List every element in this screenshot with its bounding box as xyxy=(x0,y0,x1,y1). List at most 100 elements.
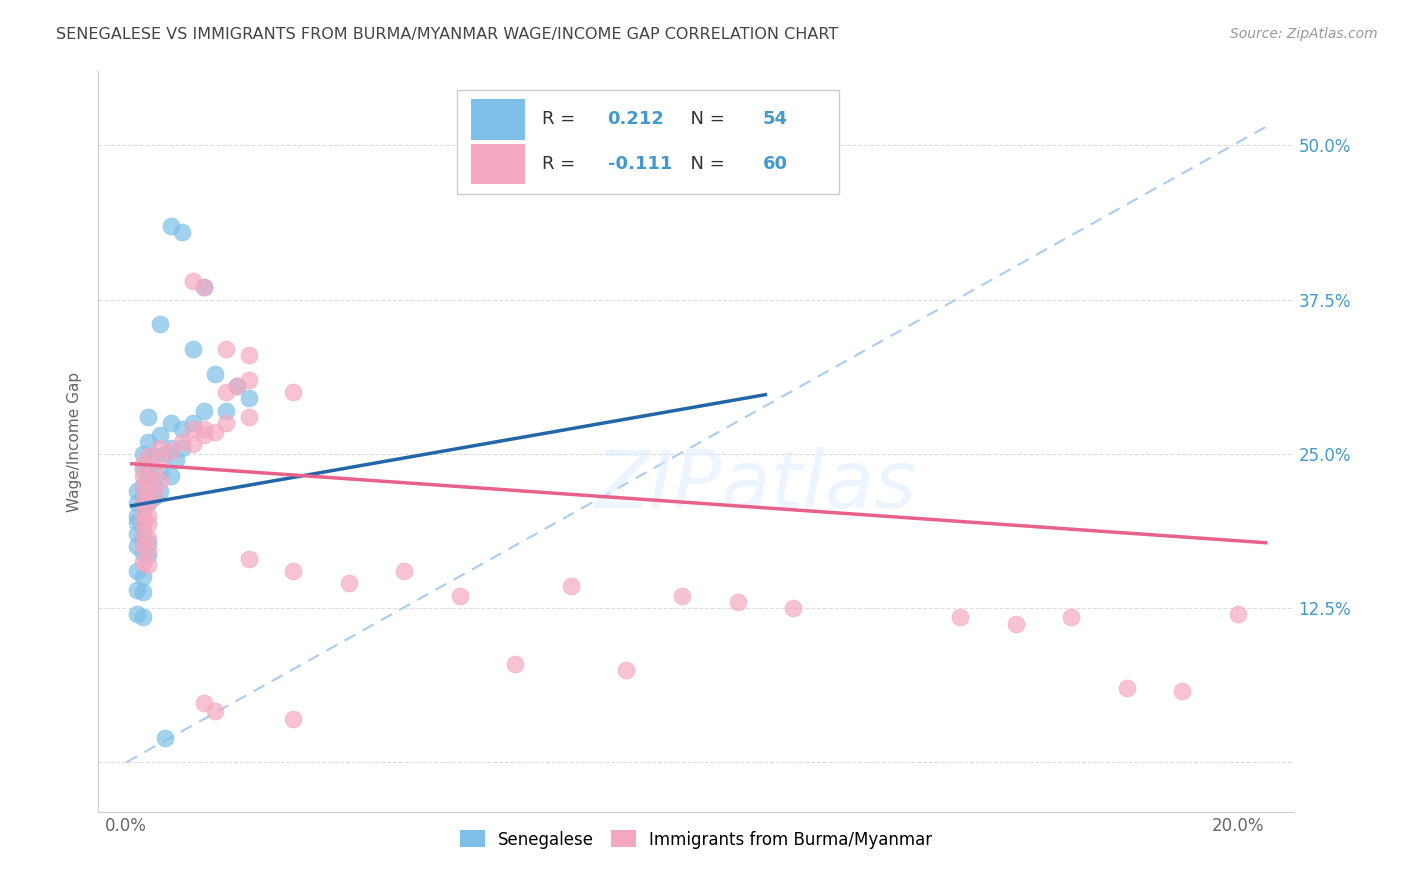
Point xyxy=(226,379,249,393)
Text: R =: R = xyxy=(541,155,581,173)
Point xyxy=(132,518,155,533)
Point xyxy=(181,422,204,436)
Point xyxy=(138,535,160,549)
Text: R =: R = xyxy=(541,111,581,128)
Point xyxy=(1060,609,1083,624)
Point xyxy=(127,527,149,541)
Point xyxy=(337,576,360,591)
Point xyxy=(127,508,149,523)
Point xyxy=(193,428,215,442)
Point xyxy=(505,657,527,671)
Point xyxy=(132,490,155,504)
Text: 54: 54 xyxy=(763,111,787,128)
Point xyxy=(132,515,155,529)
Point xyxy=(238,551,260,566)
Point xyxy=(165,453,187,467)
Point xyxy=(215,342,238,356)
Point xyxy=(281,385,304,400)
Text: N =: N = xyxy=(679,111,731,128)
Point xyxy=(127,496,149,510)
Point xyxy=(138,409,160,424)
Point xyxy=(782,601,804,615)
Text: N =: N = xyxy=(679,155,731,173)
Point xyxy=(449,589,471,603)
Point xyxy=(143,461,166,475)
Point xyxy=(238,348,260,362)
Point xyxy=(159,441,181,455)
Point xyxy=(132,506,155,520)
Point xyxy=(226,379,249,393)
Point xyxy=(132,508,155,523)
Text: ZIPatlas: ZIPatlas xyxy=(595,447,917,525)
Point xyxy=(215,416,238,430)
Point xyxy=(138,548,160,562)
Point xyxy=(193,422,215,436)
Point xyxy=(153,731,176,745)
Point xyxy=(1004,617,1026,632)
Point xyxy=(138,496,160,510)
Point xyxy=(138,486,160,500)
Point xyxy=(727,595,749,609)
Point xyxy=(138,496,160,510)
Point xyxy=(138,508,160,523)
Point xyxy=(138,474,160,488)
Point xyxy=(616,663,638,677)
Point xyxy=(132,469,155,483)
Point xyxy=(215,385,238,400)
Text: SENEGALESE VS IMMIGRANTS FROM BURMA/MYANMAR WAGE/INCOME GAP CORRELATION CHART: SENEGALESE VS IMMIGRANTS FROM BURMA/MYAN… xyxy=(56,27,838,42)
Point xyxy=(138,471,160,485)
Bar xyxy=(471,99,524,140)
Point xyxy=(170,422,193,436)
Point xyxy=(148,466,170,480)
Point xyxy=(153,447,176,461)
Point xyxy=(392,564,415,578)
Point xyxy=(1226,607,1249,622)
Point xyxy=(127,582,149,597)
Text: 60: 60 xyxy=(763,155,787,173)
Point xyxy=(132,531,155,545)
Point xyxy=(181,416,204,430)
Point xyxy=(132,570,155,584)
Point xyxy=(193,696,215,710)
Point xyxy=(148,474,170,488)
Point xyxy=(132,556,155,570)
Point xyxy=(143,477,166,491)
Point xyxy=(138,459,160,474)
Point xyxy=(138,543,160,558)
Point xyxy=(204,425,226,439)
Point xyxy=(138,434,160,449)
Point xyxy=(127,483,149,498)
Point xyxy=(138,531,160,545)
Point xyxy=(132,493,155,508)
Point xyxy=(204,367,226,381)
FancyBboxPatch shape xyxy=(457,90,839,194)
Point xyxy=(193,280,215,294)
Point xyxy=(193,280,215,294)
Point xyxy=(138,483,160,498)
Point xyxy=(127,540,149,554)
Point xyxy=(143,450,166,464)
Point xyxy=(143,490,166,504)
Point xyxy=(238,373,260,387)
Point xyxy=(1171,683,1194,698)
Point xyxy=(132,482,155,496)
Point xyxy=(181,274,204,288)
Point xyxy=(281,564,304,578)
Point xyxy=(170,441,193,455)
Point xyxy=(159,444,181,458)
Point xyxy=(170,225,193,239)
Point xyxy=(127,515,149,529)
Point xyxy=(170,434,193,449)
Point xyxy=(181,437,204,451)
Point xyxy=(138,558,160,572)
Legend: Senegalese, Immigrants from Burma/Myanmar: Senegalese, Immigrants from Burma/Myanma… xyxy=(453,823,939,855)
Point xyxy=(181,342,204,356)
Point xyxy=(132,609,155,624)
Point xyxy=(148,428,170,442)
Point xyxy=(238,392,260,406)
Point xyxy=(560,579,582,593)
Point xyxy=(127,607,149,622)
Point xyxy=(127,564,149,578)
Point xyxy=(281,712,304,726)
Point xyxy=(238,409,260,424)
